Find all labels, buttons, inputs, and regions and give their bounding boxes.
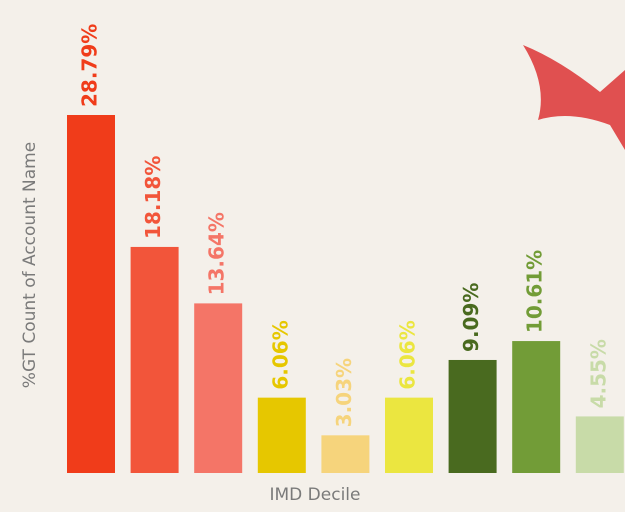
- bar: [449, 360, 497, 473]
- bar: [131, 247, 179, 473]
- value-label: 28.79%: [78, 24, 102, 107]
- bar: [194, 303, 242, 473]
- value-label: 10.61%: [523, 250, 547, 333]
- value-label: 18.18%: [141, 156, 165, 239]
- chart: IMD Decile %GT Count of Account Name 28.…: [0, 0, 625, 512]
- value-label: 9.09%: [459, 283, 483, 352]
- value-label: 3.03%: [332, 358, 356, 427]
- bar: [321, 435, 369, 473]
- bar: [385, 398, 433, 473]
- value-label: 6.06%: [396, 320, 420, 389]
- bar: [576, 416, 624, 473]
- value-label: 13.64%: [205, 212, 229, 295]
- y-axis-title: %GT Count of Account Name: [20, 142, 40, 388]
- bar: [258, 398, 306, 473]
- bar: [67, 115, 115, 473]
- value-label: 4.55%: [586, 339, 610, 408]
- page: IMD Decile %GT Count of Account Name 28.…: [0, 0, 625, 512]
- bar: [512, 341, 560, 473]
- value-label: 6.06%: [268, 320, 292, 389]
- x-axis-title: IMD Decile: [270, 485, 361, 505]
